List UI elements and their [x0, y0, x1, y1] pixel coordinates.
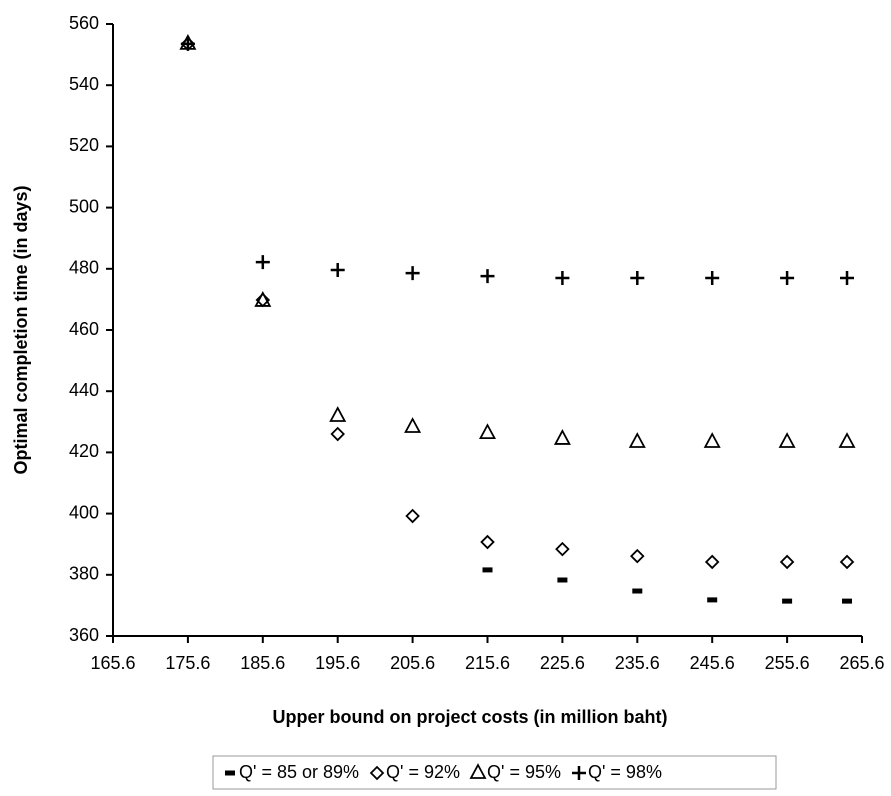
plus-marker	[571, 766, 586, 780]
diamond-marker	[704, 554, 720, 570]
x-tick-label: 195.6	[315, 653, 360, 673]
y-tick-label: 400	[69, 502, 99, 522]
diamond-marker	[839, 554, 855, 570]
y-axis-label: Optimal completion time (in days)	[11, 185, 31, 474]
y-tick-label: 440	[69, 380, 99, 400]
legend-label: Q' = 85 or 89%	[239, 762, 359, 782]
diamond-marker	[779, 554, 795, 570]
y-tick-label: 460	[69, 319, 99, 339]
dash-marker	[782, 598, 793, 604]
x-tick-label: 175.6	[165, 653, 210, 673]
plus-marker	[405, 266, 420, 281]
y-tick-label: 560	[69, 13, 99, 33]
triangle-marker	[628, 432, 646, 448]
x-tick-label: 165.6	[90, 653, 135, 673]
triangle-marker	[469, 763, 487, 779]
plus-marker	[840, 270, 855, 285]
y-tick-label: 380	[69, 564, 99, 584]
dash-marker	[557, 577, 568, 583]
plus-marker	[330, 263, 345, 278]
x-tick-label: 205.6	[390, 653, 435, 673]
x-tick-label: 235.6	[615, 653, 660, 673]
triangle-marker	[778, 432, 796, 448]
dash-marker	[842, 598, 853, 604]
x-tick-label: 215.6	[465, 653, 510, 673]
legend-box	[212, 755, 777, 790]
diamond-marker	[330, 426, 345, 442]
y-tick-label: 540	[69, 74, 99, 94]
y-tick-label: 480	[69, 258, 99, 278]
y-tick-label: 500	[69, 196, 99, 216]
plus-marker	[630, 270, 645, 285]
x-tick-label: 225.6	[540, 653, 585, 673]
triangle-marker	[329, 406, 347, 422]
dash-marker	[482, 567, 493, 573]
plus-marker	[780, 270, 795, 285]
y-tick-label: 420	[69, 441, 99, 461]
legend-label: Q' = 95%	[487, 762, 561, 782]
legend-label: Q' = 98%	[588, 762, 662, 782]
x-axis-label: Upper bound on project costs (in million…	[273, 707, 668, 727]
plus-marker	[480, 269, 495, 284]
dash-marker	[632, 588, 643, 594]
x-tick-label: 185.6	[240, 653, 285, 673]
triangle-marker	[838, 432, 856, 448]
triangle-marker	[553, 429, 571, 445]
plus-marker	[705, 270, 720, 285]
triangle-marker	[404, 417, 422, 433]
plus-marker	[255, 255, 270, 270]
x-tick-label: 265.6	[839, 653, 884, 673]
x-tick-label: 255.6	[765, 653, 810, 673]
diamond-marker	[405, 508, 420, 524]
y-tick-label: 520	[69, 135, 99, 155]
plus-marker	[180, 36, 195, 51]
triangle-marker	[478, 423, 497, 440]
dash-marker	[707, 597, 718, 603]
diamond-marker	[480, 534, 495, 550]
triangle-marker	[254, 291, 272, 307]
plus-marker	[555, 270, 570, 285]
triangle-marker	[703, 432, 721, 448]
dash-marker	[225, 770, 235, 776]
x-tick-label: 245.6	[690, 653, 735, 673]
diamond-marker	[630, 548, 645, 564]
legend-label: Q' = 92%	[386, 762, 460, 782]
diamond-marker	[369, 765, 385, 781]
y-tick-label: 360	[69, 625, 99, 645]
diamond-marker	[555, 541, 570, 557]
